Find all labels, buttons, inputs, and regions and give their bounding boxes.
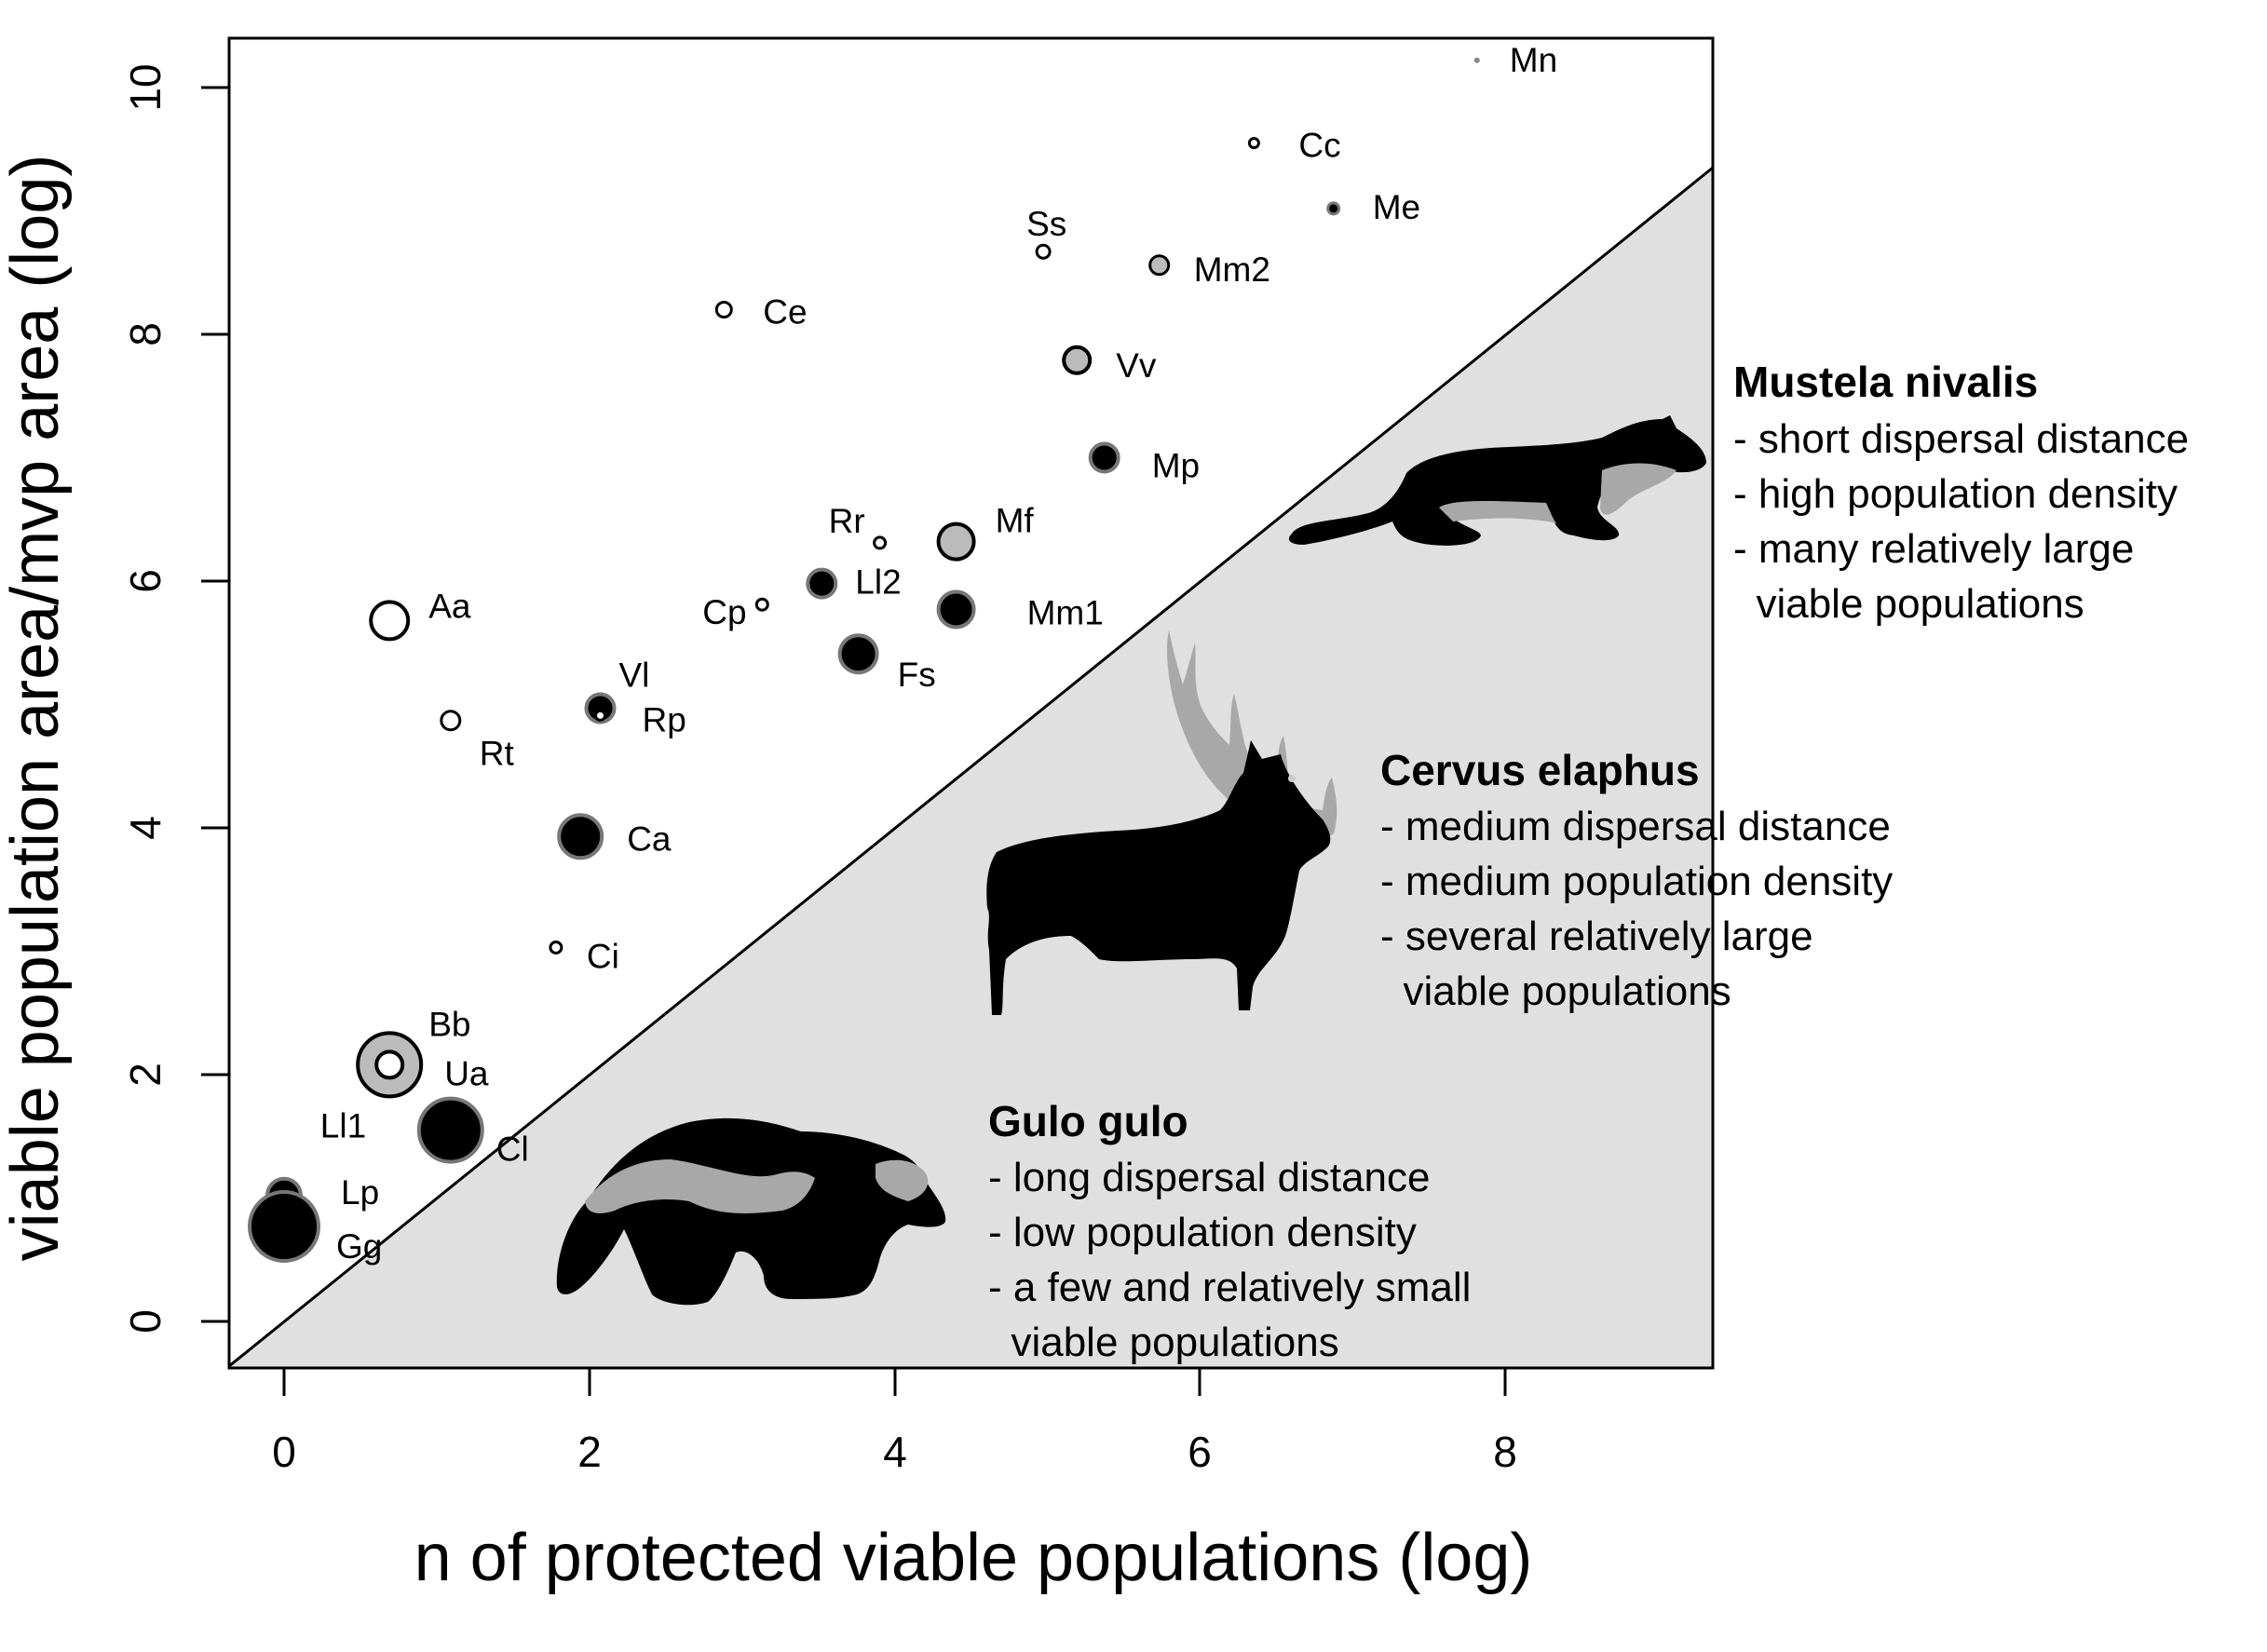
annotation-cervus-elaphus: Cervus elaphus - medium dispersal distan… bbox=[1380, 746, 1893, 1014]
y-tick-label: 10 bbox=[121, 63, 170, 111]
data-point bbox=[806, 567, 838, 600]
point-label: Bb bbox=[428, 1005, 470, 1043]
data-point bbox=[1247, 137, 1260, 150]
x-axis-title: n of protected viable populations (log) bbox=[414, 1521, 1533, 1595]
x-tick-label: 4 bbox=[883, 1428, 907, 1476]
data-point bbox=[557, 813, 604, 860]
species-trait: - several relatively large bbox=[1380, 914, 1813, 959]
point-label: Fs bbox=[898, 656, 936, 694]
point-label: Mm1 bbox=[1027, 594, 1104, 632]
data-point bbox=[440, 710, 462, 732]
data-point bbox=[936, 589, 976, 630]
point-label: Gg bbox=[336, 1227, 382, 1266]
y-axis bbox=[201, 86, 229, 1323]
point-label: Mm2 bbox=[1194, 251, 1270, 289]
data-point bbox=[873, 535, 888, 550]
data-point bbox=[754, 597, 769, 612]
point-label: Rr bbox=[829, 502, 865, 540]
data-point bbox=[1062, 345, 1093, 375]
species-trait: - medium dispersal distance bbox=[1380, 804, 1891, 849]
data-point bbox=[1035, 243, 1052, 260]
data-point bbox=[248, 1190, 320, 1263]
y-tick-label: 0 bbox=[121, 1309, 170, 1334]
species-trait: viable populations bbox=[1733, 581, 2084, 627]
point-label: Ll1 bbox=[320, 1107, 366, 1145]
y-tick-label: 4 bbox=[121, 816, 170, 840]
species-trait: - long dispersal distance bbox=[988, 1155, 1430, 1200]
point-label: Ua bbox=[444, 1054, 489, 1092]
species-trait: - high population density bbox=[1733, 471, 2178, 517]
species-trait: - a few and relatively small bbox=[988, 1265, 1471, 1310]
species-trait: - short dispersal distance bbox=[1733, 416, 2189, 462]
x-tick-label: 8 bbox=[1493, 1428, 1517, 1476]
point-label: Vl bbox=[619, 657, 650, 695]
data-point bbox=[1088, 441, 1120, 474]
species-trait: - medium population density bbox=[1380, 859, 1893, 904]
data-point bbox=[594, 709, 606, 722]
point-labels: Mn Cc Me Ss Mm2 Ce Vv Mp Rr Mf Ll2 Cp Mm1 Aa Fs Vl Rp Rt C… bbox=[320, 41, 1557, 1266]
species-trait: viable populations bbox=[988, 1320, 1339, 1365]
point-label: Ca bbox=[627, 819, 672, 858]
data-point bbox=[374, 1049, 405, 1080]
plot-frame bbox=[227, 36, 1715, 1370]
data-point bbox=[416, 1096, 484, 1164]
point-label: Ci bbox=[587, 938, 619, 976]
species-trait: - low population density bbox=[988, 1210, 1417, 1255]
species-title: Cervus elaphus bbox=[1380, 746, 1700, 794]
annotation-gulo-gulo: Gulo gulo - long dispersal distance - lo… bbox=[988, 1097, 1471, 1365]
data-point bbox=[1326, 201, 1341, 216]
point-label: Me bbox=[1373, 188, 1420, 226]
point-label: Mp bbox=[1152, 447, 1200, 485]
point-label: Cc bbox=[1298, 127, 1340, 165]
y-tick-labels: 0 2 4 6 8 10 bbox=[121, 63, 170, 1333]
x-tick-label: 6 bbox=[1188, 1428, 1212, 1476]
data-point bbox=[1148, 254, 1171, 277]
point-label: Lp bbox=[341, 1173, 379, 1212]
data-point bbox=[584, 692, 617, 724]
data-point bbox=[837, 633, 879, 675]
point-label: Cl bbox=[496, 1131, 529, 1169]
species-title: Gulo gulo bbox=[988, 1097, 1188, 1145]
identity-line bbox=[228, 166, 1714, 1368]
y-tick-label: 6 bbox=[121, 569, 170, 593]
y-axis-title: viable population area/mvp area (log) bbox=[0, 155, 73, 1262]
x-tick-label: 2 bbox=[577, 1428, 602, 1476]
y-tick-label: 8 bbox=[121, 322, 170, 346]
point-label: Rt bbox=[480, 735, 515, 773]
data-point bbox=[549, 941, 563, 955]
weasel-silhouette-icon bbox=[1288, 415, 1706, 546]
data-point bbox=[1473, 57, 1480, 63]
annotation-mustela-nivalis: Mustela nivalis - short dispersal distan… bbox=[1733, 358, 2189, 627]
wolverine-silhouette-icon bbox=[556, 1117, 946, 1306]
x-tick-label: 0 bbox=[272, 1428, 296, 1476]
point-label: Vv bbox=[1116, 346, 1157, 385]
deer-silhouette-icon bbox=[986, 630, 1337, 1015]
point-label: Ce bbox=[763, 293, 807, 332]
species-title: Mustela nivalis bbox=[1733, 358, 2038, 406]
point-label: Mf bbox=[996, 502, 1035, 540]
data-point bbox=[369, 600, 411, 642]
species-trait: viable populations bbox=[1380, 968, 1731, 1014]
data-points bbox=[248, 57, 1480, 1263]
y-tick-label: 2 bbox=[121, 1063, 170, 1087]
x-tick-labels: 0 2 4 6 8 bbox=[272, 1428, 1517, 1476]
data-point bbox=[714, 301, 733, 318]
data-point bbox=[936, 521, 976, 562]
point-label: Mn bbox=[1510, 41, 1557, 79]
point-label: Ll2 bbox=[855, 563, 901, 602]
point-label: Ss bbox=[1026, 205, 1066, 243]
point-label: Cp bbox=[702, 593, 746, 631]
species-trait: - many relatively large bbox=[1733, 526, 2134, 572]
x-axis bbox=[282, 1368, 1507, 1396]
point-label: Aa bbox=[428, 587, 471, 625]
point-label: Rp bbox=[643, 700, 686, 738]
